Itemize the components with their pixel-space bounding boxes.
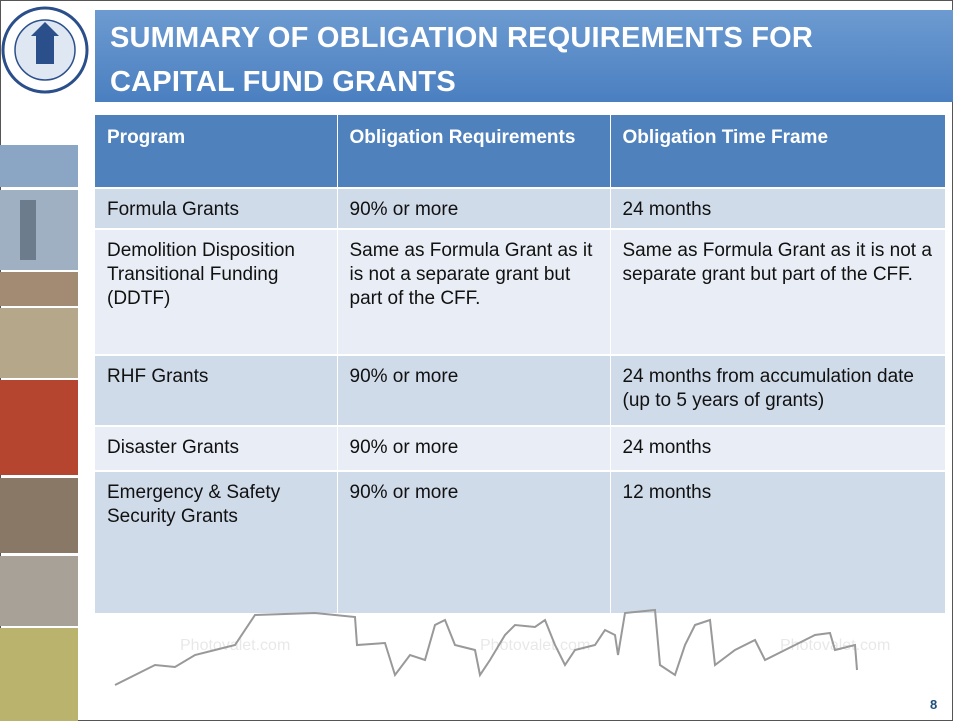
table-cell: Emergency & Safety Security Grants: [95, 470, 338, 613]
table-row: Disaster Grants 90% or more 24 months: [95, 425, 946, 471]
watermark: Photovalet.com: [480, 637, 591, 654]
watermark: Photovalet.com: [780, 637, 891, 654]
header-row: Program Obligation Requirements Obligation…: [95, 115, 946, 188]
obligation-table: Program Obligation Requirements Obligation…: [95, 115, 946, 613]
table-cell: Same as Formula Grant as it is not a sep…: [610, 228, 946, 355]
skyline: [114, 608, 858, 686]
table-cell: 24 months: [610, 425, 946, 471]
table-cell: Demolition Disposition Transitional Fund…: [95, 228, 338, 355]
watermark: Photovalet.com: [180, 637, 291, 654]
side-art: [0, 6, 89, 721]
table-cell: 90% or more: [337, 425, 611, 471]
column-header: Obligation Requirements: [337, 115, 611, 188]
table-row: RHF Grants 90% or more 24 months from accu…: [95, 354, 946, 426]
table-cell: Same as Formula Grant as it is not a sep…: [337, 228, 611, 355]
table-row: Formula Grants 90% or more 24 months: [95, 187, 946, 229]
slide-title: SUMMARY OF OBLIGATION REQUIREMENTS FOR C…: [110, 22, 814, 98]
table-cell: RHF Grants: [95, 354, 338, 426]
table-cell: 24 months from accumulation date (up to …: [610, 354, 946, 426]
table-cell: 90% or more: [337, 470, 611, 613]
table-cell: 90% or more: [337, 187, 611, 229]
table-row: Demolition Disposition Transitional Fund…: [95, 228, 946, 355]
column-header: Program: [95, 115, 338, 188]
table-cell: 12 months: [610, 470, 946, 613]
table-cell: 90% or more: [337, 354, 611, 426]
table-cell: Formula Grants: [95, 187, 338, 229]
column-header: Obligation Time Frame: [610, 115, 946, 188]
table-cell: Disaster Grants: [95, 425, 338, 471]
page-number: 8: [930, 697, 938, 712]
table-cell: 24 months: [610, 187, 946, 229]
table-row: Emergency & Safety Security Grants 90% or…: [95, 470, 946, 613]
title-bar: [95, 10, 953, 102]
